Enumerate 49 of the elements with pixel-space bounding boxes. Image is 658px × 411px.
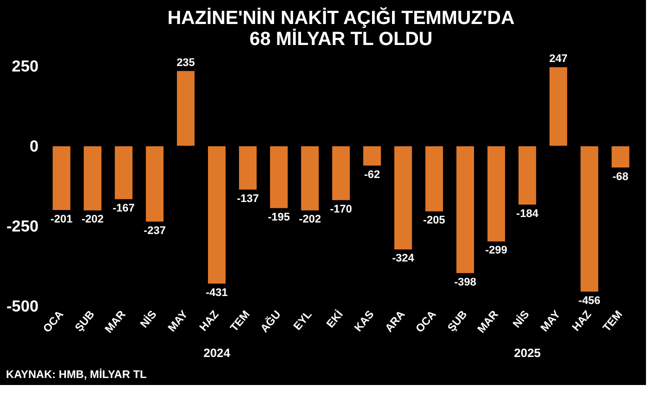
text: 2025	[514, 346, 541, 360]
data-label: -195	[268, 211, 290, 224]
text: 2024	[203, 346, 230, 360]
data-label: 235	[176, 56, 195, 69]
data-label: -184	[516, 208, 540, 220]
bar	[176, 70, 196, 146]
bar	[238, 146, 258, 190]
bar	[580, 146, 599, 292]
bar	[83, 146, 102, 211]
bar	[270, 146, 288, 209]
bar	[424, 146, 444, 212]
data-label: 247	[549, 52, 568, 65]
data-label: -324	[392, 252, 415, 265]
y-tick-label: 0	[30, 138, 39, 156]
data-label: -62	[364, 168, 380, 181]
data-label: -137	[236, 192, 259, 205]
y-tick-label: -250	[6, 218, 39, 236]
bar	[52, 146, 71, 211]
data-label: -170	[330, 203, 352, 216]
bar	[456, 146, 475, 274]
bar	[300, 146, 320, 211]
x-tick-label: EYL	[292, 308, 315, 333]
bar	[394, 146, 412, 250]
bar	[611, 146, 630, 168]
bar	[114, 146, 133, 200]
bar	[486, 146, 506, 242]
bar	[518, 146, 537, 206]
bar	[207, 146, 226, 284]
data-label: -205	[423, 214, 446, 227]
y-tick-label: 250	[12, 58, 39, 76]
text: KAYNAK: HMB, MİLYAR TL	[6, 368, 147, 381]
data-label: -68	[612, 170, 628, 183]
x-tick-label: NİS	[138, 308, 160, 330]
data-label: -202	[82, 214, 104, 226]
data-label: -201	[50, 213, 73, 226]
data-label: -431	[206, 286, 228, 299]
data-label: -456	[578, 294, 600, 307]
chart-title: HAZİNE'NİN NAKİT AÇIĞI TEMMUZ'DA 68 MİLYAR TL OLDU	[167, 6, 515, 50]
data-label: -237	[144, 224, 166, 237]
data-label: -167	[112, 202, 135, 214]
x-tick-label: NİS	[510, 308, 532, 330]
bar	[362, 146, 382, 166]
data-label: -202	[298, 214, 321, 226]
y-tick-label: -500	[6, 298, 39, 316]
bar	[332, 146, 350, 201]
data-label: -398	[454, 276, 476, 288]
data-label: -299	[485, 244, 508, 257]
bar	[145, 146, 164, 222]
bar	[549, 66, 568, 146]
